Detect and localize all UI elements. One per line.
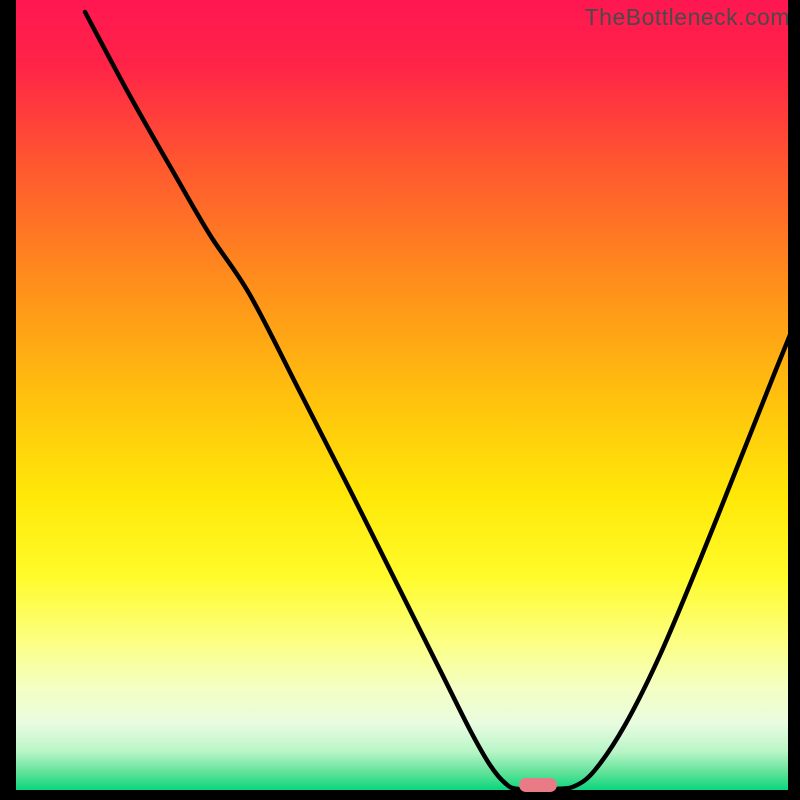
optimum-marker	[519, 778, 557, 792]
chart-background	[0, 0, 800, 800]
chart-svg	[0, 0, 800, 800]
bottleneck-chart: TheBottleneck.com	[0, 0, 800, 800]
